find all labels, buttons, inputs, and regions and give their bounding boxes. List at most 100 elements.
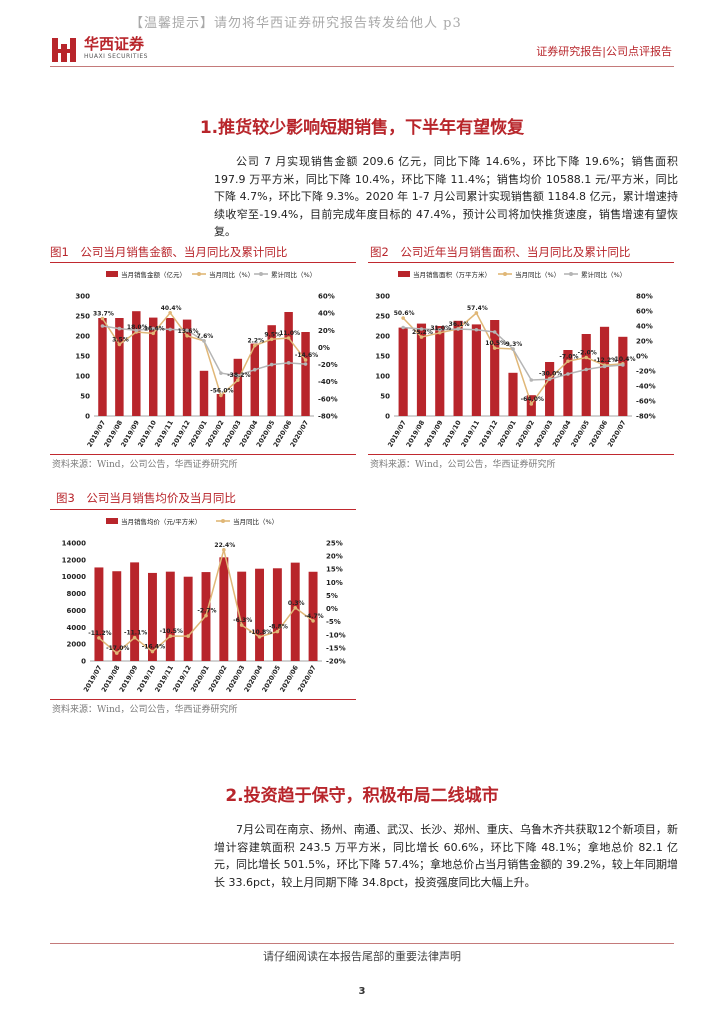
line-point [204,613,208,618]
legend-line-marker [221,519,225,523]
line-point [293,605,298,610]
line-point [311,619,315,623]
y2-tick-label: -40% [636,383,656,391]
line-point [236,373,240,378]
line-point [566,372,570,376]
y2-tick-label: -5% [326,618,341,626]
y-tick-label: 0 [81,658,86,666]
bar [149,317,158,416]
data-label: -56.0% [210,387,233,394]
bar [94,567,104,661]
y-tick-label: 200 [375,333,390,341]
bar [435,326,445,416]
line-point [547,377,552,382]
bar [216,394,226,416]
y2-tick-label: 20% [636,338,653,346]
bar [398,327,408,416]
report-type: 证券研究报告|公司点评报告 [536,45,672,58]
y2-tick-label: 40% [636,323,653,331]
footer-divider [50,943,674,944]
line-point [529,378,534,382]
y2-tick-label: -20% [326,658,346,666]
y-tick-label: 6000 [67,607,87,615]
y-tick-label: 14000 [62,540,86,548]
data-label: 9.5% [264,331,281,338]
line-point [584,367,589,372]
y2-tick-label: 10% [326,579,343,587]
data-label: 16.4% [144,325,165,332]
x-tick-label: 2020/07 [606,419,628,449]
legend-bar-label: 当月销售面积（万平方米） [413,270,491,279]
y2-tick-label: 40% [318,310,335,318]
y2-tick-label: 15% [326,566,343,574]
section-2-title: 2.投资趋于保守，积极布局二线城市 [225,786,499,806]
y2-tick-label: 25% [326,540,343,548]
line-point [100,316,105,321]
bar [183,576,193,661]
line-point [257,635,262,639]
line-point [100,324,105,328]
legal-notice: 请仔细阅读在本报告尾部的重要法律声明 [263,950,461,963]
y-tick-label: 150 [375,353,390,361]
bar [219,557,229,661]
bar [618,336,628,416]
data-label: -10.4% [612,356,635,363]
line-point [286,336,291,340]
data-label: 25.2% [412,329,433,336]
line-point [239,623,244,627]
y2-tick-label: -40% [318,378,338,386]
legend-bar-label: 当月销售均价（元/平方米） [121,517,201,526]
y2-tick-label: -20% [636,368,656,376]
data-label: -10.8% [249,629,272,636]
page-number: 3 [358,986,366,997]
bar [599,326,610,416]
bar [98,318,107,416]
data-label: 36.1% [449,321,470,328]
line-point [219,371,223,375]
bar [130,562,140,661]
bar [237,571,247,661]
figure-1-bottom-rule [50,454,356,455]
line-point [202,339,206,343]
data-label: 3.5% [112,336,129,343]
brand-subtitle: HUAXI SECURITIES [84,53,148,60]
legend-line-label: 当月同比（%） [515,270,560,279]
line-point [150,649,155,654]
figure-2-source: 资料来源：Wind，公司公告，华西证券研究所 [370,460,556,470]
line-point [492,346,497,350]
line-point [114,651,119,655]
y-tick-label: 50 [80,393,90,401]
legend-bar-swatch [398,271,410,277]
line-point [117,342,122,347]
line-point [275,629,280,634]
line-point [168,634,173,638]
bar [563,350,573,416]
y-tick-label: 0 [85,413,90,421]
line-point [437,330,442,335]
data-label: -10.5% [160,628,183,635]
data-label: -11.1% [124,630,147,637]
y2-tick-label: -80% [636,413,656,421]
figure-1-chart: 当月销售金额（亿元） 当月同比（%） 累计同比（%） 0 50 100 150 200 250 3… [50,266,356,452]
data-label: -8.8% [269,624,288,631]
bar [165,318,175,416]
bar [545,362,555,416]
legend-line-label: 当月同比（%） [209,270,254,279]
line-point [584,355,589,360]
line-point [456,327,460,331]
bar [250,343,259,416]
y-tick-label: 300 [375,293,390,301]
huaxi-logo-icon [52,38,76,62]
data-label: -6.3% [233,617,252,624]
line-point [529,402,534,406]
data-label: -2.7% [197,608,216,615]
y2-tick-label: -80% [318,413,338,421]
y2-tick-label: -15% [326,644,346,652]
legend-bar-swatch [106,518,118,524]
y2-tick-label: 60% [318,293,335,301]
y-tick-label: 200 [75,333,90,341]
figure-1-source: 资料来源：Wind，公司公告，华西证券研究所 [52,460,238,470]
brand-name: 华西证券 [84,35,145,53]
y-tick-label: 100 [75,373,90,381]
line-point [186,634,190,638]
